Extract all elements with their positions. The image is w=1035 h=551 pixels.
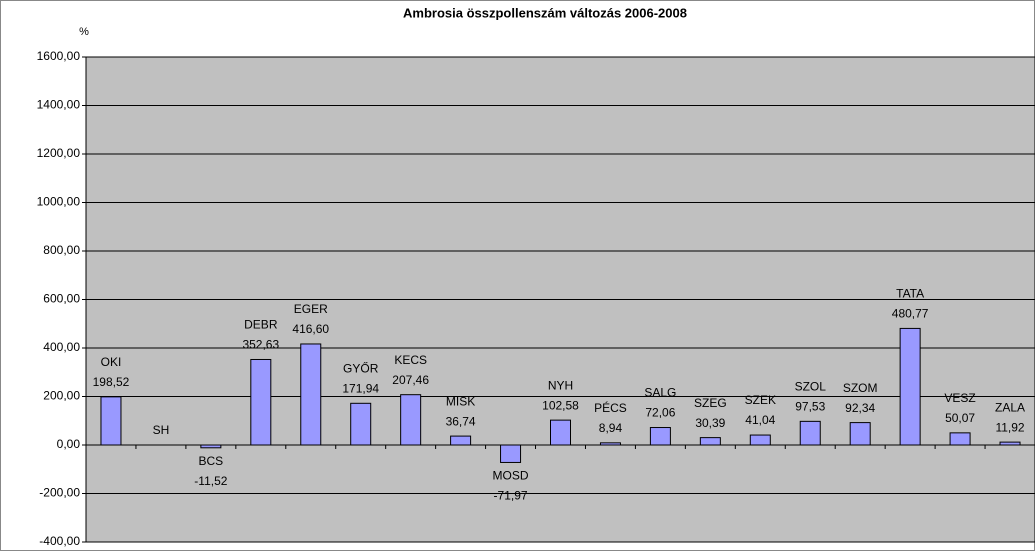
category-label: PÉCS bbox=[594, 400, 627, 415]
category-label: TATA bbox=[896, 287, 924, 301]
y-tick-label: 800,00 bbox=[43, 243, 80, 257]
category-label: NYH bbox=[548, 378, 573, 392]
bar bbox=[899, 327, 921, 446]
bar bbox=[200, 444, 222, 449]
category-label: SZOM bbox=[843, 381, 878, 395]
value-label: 41,04 bbox=[745, 413, 775, 427]
bar bbox=[799, 420, 821, 446]
y-tick-label: -400,00 bbox=[39, 534, 80, 548]
y-tick-label: -200,00 bbox=[39, 486, 80, 500]
y-tick-label: 200,00 bbox=[43, 389, 80, 403]
value-label: 8,94 bbox=[599, 421, 623, 435]
value-label: 30,39 bbox=[695, 416, 725, 430]
category-label: DEBR bbox=[244, 318, 278, 332]
bar bbox=[699, 437, 721, 446]
y-tick-label: 0,00 bbox=[57, 437, 81, 451]
category-label: SZEG bbox=[694, 396, 727, 410]
value-label: 11,92 bbox=[995, 420, 1024, 434]
value-label: 72,06 bbox=[645, 406, 675, 420]
bar bbox=[500, 444, 522, 463]
category-label: VESZ bbox=[944, 391, 975, 405]
value-label: -71,97 bbox=[494, 489, 528, 503]
bar bbox=[400, 394, 422, 446]
y-axis-label: % bbox=[79, 26, 89, 38]
category-label: OKI bbox=[101, 355, 122, 369]
chart-title: Ambrosia összpollenszám változás 2006-20… bbox=[403, 5, 687, 20]
category-label: SZEK bbox=[745, 393, 776, 407]
bar bbox=[599, 442, 621, 446]
value-label: 207,46 bbox=[392, 373, 429, 387]
value-label: 97,53 bbox=[795, 400, 825, 414]
bar bbox=[999, 441, 1021, 446]
y-tick-label: 1200,00 bbox=[37, 146, 81, 160]
value-label: 92,34 bbox=[845, 401, 875, 415]
bar bbox=[550, 419, 571, 446]
category-label: ZALA bbox=[995, 400, 1025, 414]
bar bbox=[849, 422, 871, 446]
bar bbox=[300, 343, 322, 446]
value-label: 480,77 bbox=[892, 307, 929, 321]
category-label: MISK bbox=[446, 394, 475, 408]
y-tick-label: 1600,00 bbox=[37, 49, 81, 63]
bar bbox=[100, 396, 122, 446]
value-label: 102,58 bbox=[542, 398, 579, 412]
y-tick-label: 1400,00 bbox=[37, 98, 81, 112]
category-label: EGER bbox=[294, 302, 328, 316]
value-label: 416,60 bbox=[292, 322, 329, 336]
y-tick-label: 400,00 bbox=[43, 340, 80, 354]
category-label: MOSD bbox=[493, 469, 529, 483]
value-label: 198,52 bbox=[93, 375, 130, 389]
y-tick-label: 600,00 bbox=[43, 292, 80, 306]
value-label: 171,94 bbox=[342, 381, 379, 395]
category-label: KECS bbox=[394, 353, 427, 367]
value-label: 352,63 bbox=[242, 338, 279, 352]
category-label: SALG bbox=[644, 386, 676, 400]
value-label: 36,74 bbox=[446, 414, 476, 428]
bar bbox=[350, 402, 372, 446]
bar bbox=[649, 427, 671, 446]
category-label: SZOL bbox=[795, 380, 827, 394]
bar bbox=[250, 358, 272, 446]
category-label: GYŐR bbox=[343, 360, 379, 375]
bar bbox=[949, 432, 971, 446]
bar bbox=[450, 435, 472, 446]
value-label: -11,52 bbox=[194, 474, 227, 488]
y-tick-label: 1000,00 bbox=[37, 195, 81, 209]
category-label: SH bbox=[153, 423, 170, 437]
category-label: BCS bbox=[199, 454, 224, 468]
value-label: 50,07 bbox=[945, 411, 975, 425]
bar bbox=[749, 434, 771, 446]
